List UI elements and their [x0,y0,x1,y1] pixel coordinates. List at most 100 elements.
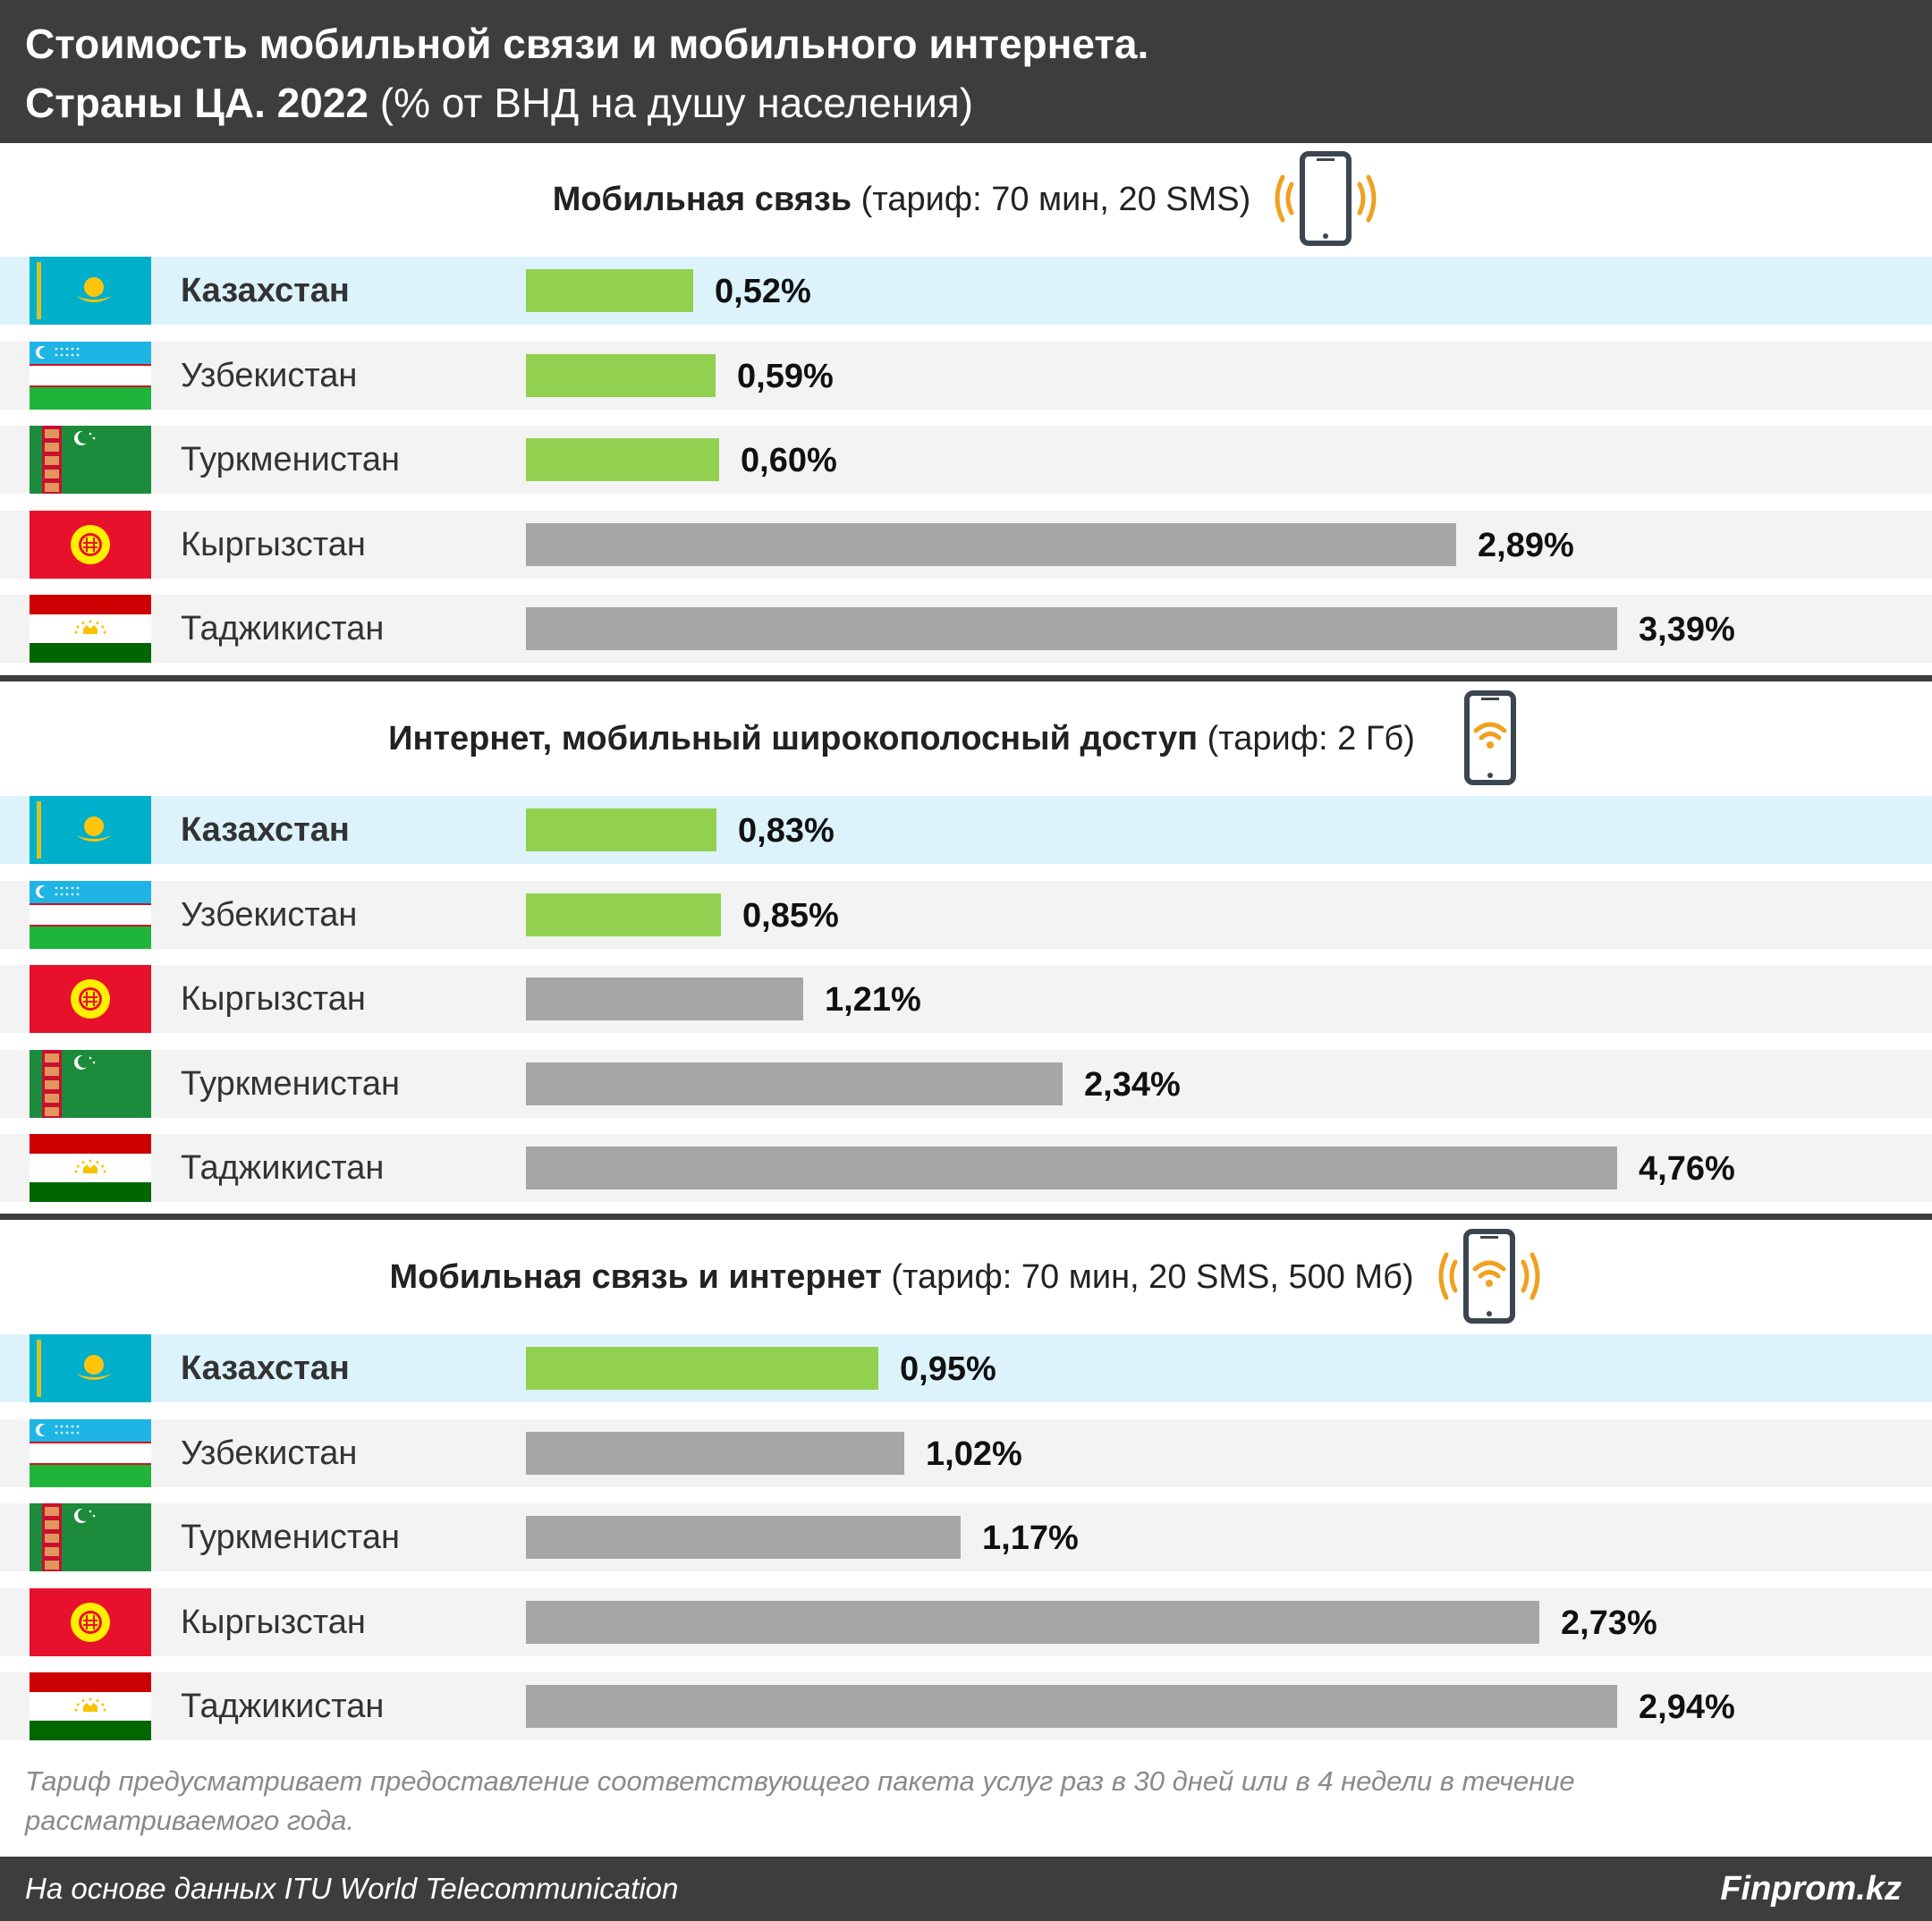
title-line-2-rest: (% от ВНД на душу населения) [369,80,974,126]
data-label: 0,85% [742,896,839,935]
bar [526,269,693,312]
chart-section-1: Мобильная связь (тариф: 70 мин, 20 SMS) К… [0,143,1932,680]
chart-title: Интернет, мобильный широкополосный досту… [0,690,1932,788]
flag-icon [30,595,151,663]
bar-row: Кыргызстан 2,89% [0,510,1932,579]
bar [526,977,803,1020]
bar [526,522,1456,566]
data-label: 2,94% [1639,1688,1735,1726]
footnote: Тариф предусматривает предоставление соо… [25,1765,1575,1836]
bar [526,1685,1617,1728]
chart-title: Мобильная связь и интернет (тариф: 70 ми… [0,1228,1932,1326]
bar [526,1062,1063,1105]
footer: На основе данных ITU World Telecommunica… [0,1857,1932,1921]
chart-section-2: Интернет, мобильный широкополосный досту… [0,682,1932,1219]
bar [526,1431,904,1475]
bar-row: Узбекистан 1,02% [0,1418,1932,1487]
category-label: Кыргызстан [181,525,366,563]
bar [526,438,719,481]
flag-icon [30,510,151,579]
category-label: Казахстан [181,272,350,309]
category-label: Узбекистан [181,356,358,394]
chart-title-rest: (тариф: 70 мин, 20 SMS) [852,180,1251,218]
brand-logo: Finprom.kz [1720,1870,1902,1908]
bar-row: Таджикистан 4,76% [0,1134,1932,1202]
bar-row: Туркменистан 0,60% [0,426,1932,494]
data-label: 0,52% [715,273,811,310]
data-label: 1,17% [982,1519,1079,1557]
category-label: Туркменистан [181,1064,400,1103]
data-label: 0,95% [900,1350,996,1388]
bar-row: Таджикистан 2,94% [0,1672,1932,1740]
title-line-1: Стоимость мобильной связи и мобильного и… [25,21,1149,67]
data-label: 2,34% [1084,1065,1181,1104]
bar-row: Туркменистан 1,17% [0,1503,1932,1571]
data-label: 1,21% [825,981,921,1019]
data-label: 4,76% [1639,1150,1735,1188]
category-label: Кыргызстан [181,980,366,1018]
bar-row: Таджикистан 3,39% [0,595,1932,663]
data-label: 0,83% [738,812,835,850]
phone-wifi-icon [1463,690,1516,785]
data-label: 1,02% [926,1434,1022,1473]
category-label: Узбекистан [181,1434,358,1472]
phone-signal-icon [1275,151,1377,246]
bar [526,1600,1539,1644]
bar-row: Узбекистан 0,59% [0,341,1932,410]
bar-row: Казахстан 0,83% [0,796,1932,864]
data-label: 3,39% [1639,611,1735,648]
section-divider [0,675,1932,681]
data-label: 2,73% [1561,1604,1657,1642]
flag-icon [30,1587,151,1656]
flag-icon [30,1049,151,1118]
chart-title: Мобильная связь (тариф: 70 мин, 20 SMS) [0,150,1932,249]
flag-icon [30,1418,151,1487]
category-label: Кыргызстан [181,1603,366,1641]
category-label: Казахстан [181,811,350,849]
bar [526,1347,878,1390]
flag-icon [30,965,151,1033]
chart-title-bold: Интернет, мобильный широкополосный досту… [388,719,1199,757]
flag-icon [30,1672,151,1740]
flag-icon [30,426,151,494]
chart-section-3: Мобильная связь и интернет (тариф: 70 ми… [0,1221,1932,1757]
category-label: Туркменистан [181,1519,400,1556]
flag-icon [30,341,151,410]
flag-icon [30,880,151,949]
bar [526,1147,1617,1189]
flag-icon [30,796,151,864]
bar-row: Казахстан 0,52% [0,257,1932,325]
bar-row: Узбекистан 0,85% [0,880,1932,949]
bar [526,1516,961,1559]
category-label: Узбекистан [181,895,358,934]
bar [526,893,721,936]
category-label: Казахстан [181,1350,350,1387]
data-label: 0,60% [741,442,837,479]
title-line-2: Страны ЦА. 2022 (% от ВНД на душу населе… [25,79,973,127]
data-label: 2,89% [1478,526,1574,564]
category-label: Таджикистан [181,1688,385,1725]
bar-row: Туркменистан 2,34% [0,1049,1932,1118]
flag-icon [30,1503,151,1571]
chart-title-bold: Мобильная связь и интернет [389,1257,882,1296]
bar [526,607,1617,650]
bar [526,353,716,397]
title-line-2-bold: Страны ЦА. 2022 [25,80,369,126]
bar [526,808,716,851]
category-label: Туркменистан [181,441,400,478]
chart-title-rest: (тариф: 70 мин, 20 SMS, 500 Мб) [881,1257,1414,1296]
section-divider [0,1214,1932,1220]
bar-row: Казахстан 0,95% [0,1334,1932,1402]
chart-title-bold: Мобильная связь [552,180,852,218]
flag-icon [30,257,151,325]
phone-wifi-signal-icon [1438,1229,1540,1324]
chart-title-rest: (тариф: 2 Гб) [1198,719,1415,757]
flag-icon [30,1134,151,1202]
data-label: 0,59% [737,357,834,395]
category-label: Таджикистан [181,1149,385,1187]
bar-row: Кыргызстан 1,21% [0,965,1932,1033]
source-text: На основе данных ITU World Telecommunica… [25,1872,679,1905]
category-label: Таджикистан [181,610,385,647]
bar-row: Кыргызстан 2,73% [0,1587,1932,1656]
header: Стоимость мобильной связи и мобильного и… [0,0,1932,143]
